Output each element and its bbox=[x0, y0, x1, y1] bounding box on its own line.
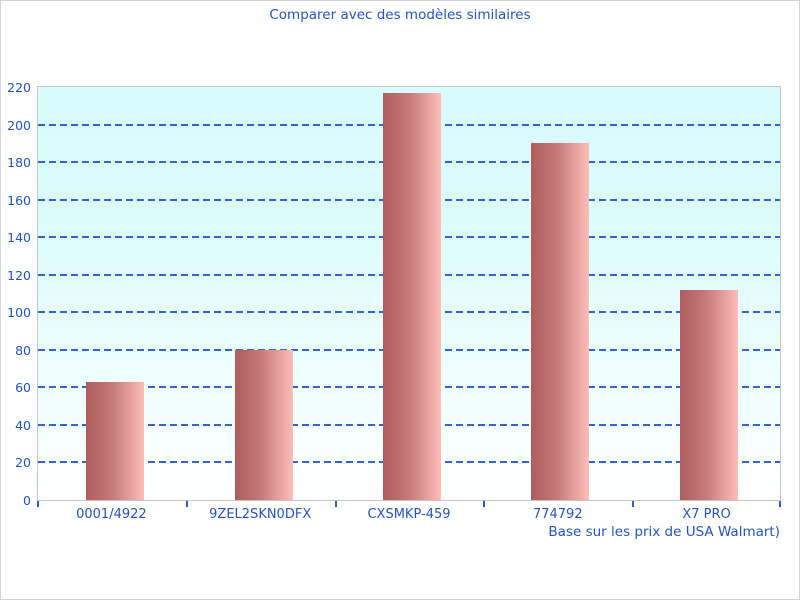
y-axis-label-220: 220 bbox=[7, 80, 31, 95]
y-axis-label-200: 200 bbox=[7, 117, 31, 133]
y-axis-labels: 0 20 40 60 80 100 120 140 160 180 200 220 bbox=[1, 80, 31, 508]
x-axis-ticks bbox=[37, 501, 781, 508]
x-axis-labels: 0001/4922 9ZEL2SKN0DFX CXSMKP-459 774792 X7 … bbox=[37, 507, 781, 522]
bar-X7 PRO bbox=[679, 289, 738, 500]
y-axis-label-80: 80 bbox=[15, 342, 31, 358]
x-axis-tick bbox=[483, 501, 485, 507]
plot-area bbox=[37, 86, 781, 501]
y-axis-label-20: 20 bbox=[15, 455, 31, 471]
x-axis-tick bbox=[37, 501, 39, 507]
y-axis-label-100: 100 bbox=[7, 305, 31, 321]
x-axis-tick bbox=[186, 501, 188, 507]
y-axis-label-0: 0 bbox=[23, 493, 31, 508]
y-axis-label-120: 120 bbox=[7, 267, 31, 283]
x-axis-tick bbox=[779, 501, 781, 507]
y-axis-label-160: 160 bbox=[7, 192, 31, 208]
bar-CXSMKP-459 bbox=[383, 92, 441, 500]
y-axis-label-140: 140 bbox=[7, 230, 31, 246]
x-axis-label-0001/4922: 0001/4922 bbox=[76, 507, 147, 522]
x-axis-label-774792: 774792 bbox=[532, 507, 583, 522]
chart-footnote: Base sur les prix de USA Walmart) bbox=[548, 524, 780, 540]
y-axis-label-60: 60 bbox=[15, 380, 31, 396]
y-axis-label-180: 180 bbox=[7, 155, 31, 171]
x-axis-label-CXSMKP-459: CXSMKP-459 bbox=[367, 507, 451, 522]
bar-774792 bbox=[531, 143, 590, 500]
x-axis-tick bbox=[632, 501, 634, 507]
x-axis-label-9ZEL2SKN0DFX: 9ZEL2SKN0DFX bbox=[209, 507, 312, 522]
x-axis-tick bbox=[335, 501, 337, 507]
y-axis-label-40: 40 bbox=[15, 417, 31, 433]
chart-title: Comparer avec des modèles similaires bbox=[269, 7, 531, 23]
bar-0001/4922 bbox=[86, 381, 145, 500]
x-axis-label-X7 PRO: X7 PRO bbox=[682, 507, 731, 522]
bar-9ZEL2SKN0DFX bbox=[234, 349, 293, 500]
